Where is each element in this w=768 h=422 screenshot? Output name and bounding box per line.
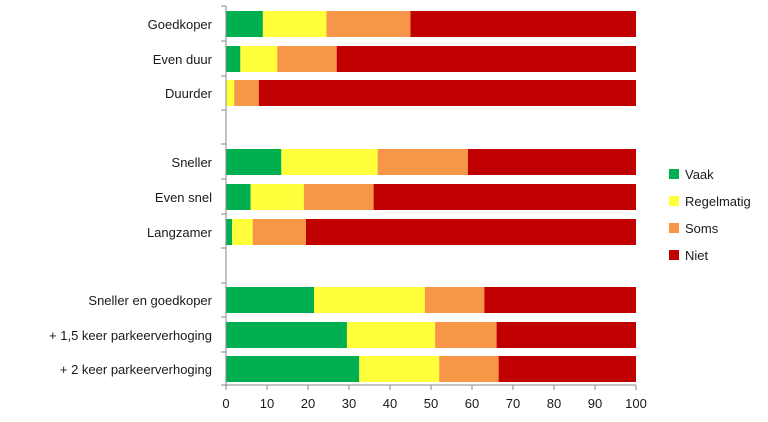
bar-segment-regelmatig	[226, 80, 235, 106]
x-tick-label: 70	[506, 396, 520, 411]
bar-segment-vaak	[226, 356, 360, 382]
legend-swatch-regelmatig	[669, 196, 679, 206]
category-label: Even snel	[155, 190, 212, 205]
bar-segment-soms	[234, 80, 259, 106]
x-tick-label: 10	[260, 396, 274, 411]
x-tick-label: 90	[588, 396, 602, 411]
bar-segment-vaak	[226, 287, 315, 313]
bar-segment-niet	[498, 356, 636, 382]
bar-segment-vaak	[226, 149, 282, 175]
legend: Vaak Regelmatig Soms Niet	[669, 167, 751, 263]
legend-label-niet: Niet	[685, 248, 709, 263]
bar-segment-vaak	[226, 46, 241, 72]
bar-segment-regelmatig	[314, 287, 425, 313]
legend-label-regelmatig: Regelmatig	[685, 194, 751, 209]
legend-swatch-vaak	[669, 169, 679, 179]
bar-segment-soms	[424, 287, 485, 313]
x-tick-label: 100	[625, 396, 647, 411]
bar-segment-niet	[373, 184, 636, 210]
bar-segment-vaak	[226, 219, 233, 245]
legend-label-soms: Soms	[685, 221, 719, 236]
category-label: Langzamer	[147, 225, 213, 240]
x-tick-label: 80	[547, 396, 561, 411]
bar-segment-regelmatig	[262, 11, 327, 37]
bar-segment-regelmatig	[359, 356, 440, 382]
x-tick-label: 50	[424, 396, 438, 411]
x-tick-label: 30	[342, 396, 356, 411]
legend-label-vaak: Vaak	[685, 167, 714, 182]
x-tick-label: 0	[222, 396, 229, 411]
bar-segment-regelmatig	[346, 322, 436, 348]
category-label: Even duur	[153, 52, 213, 67]
bars-layer	[226, 11, 636, 382]
x-tick-label: 60	[465, 396, 479, 411]
legend-swatch-soms	[669, 223, 679, 233]
bar-segment-vaak	[226, 322, 347, 348]
bar-segment-niet	[410, 11, 636, 37]
category-label: Sneller	[172, 155, 213, 170]
bar-segment-regelmatig	[250, 184, 304, 210]
bar-segment-vaak	[226, 184, 251, 210]
bar-segment-regelmatig	[240, 46, 278, 72]
legend-swatch-niet	[669, 250, 679, 260]
category-label: Sneller en goedkoper	[88, 293, 212, 308]
x-tick-label: 40	[383, 396, 397, 411]
bar-segment-niet	[467, 149, 636, 175]
axes-layer: Goedkoper Even duur Duurder Sneller Even sne…	[49, 5, 647, 411]
category-label: + 1,5 keer parkeerverhoging	[49, 328, 212, 343]
bar-segment-niet	[305, 219, 636, 245]
category-label: Goedkoper	[148, 17, 213, 32]
bar-segment-niet	[484, 287, 636, 313]
category-label: + 2 keer parkeerverhoging	[60, 362, 212, 377]
category-label: Duurder	[165, 86, 213, 101]
bar-segment-regelmatig	[281, 149, 378, 175]
bar-segment-vaak	[226, 11, 263, 37]
x-tick-label: 20	[301, 396, 315, 411]
bar-segment-soms	[435, 322, 497, 348]
bar-segment-soms	[277, 46, 337, 72]
bar-segment-soms	[377, 149, 468, 175]
bar-segment-soms	[303, 184, 374, 210]
bar-segment-regelmatig	[232, 219, 253, 245]
bar-segment-niet	[336, 46, 636, 72]
bar-segment-niet	[496, 322, 636, 348]
bar-segment-soms	[326, 11, 411, 37]
bar-segment-niet	[258, 80, 636, 106]
bar-segment-soms	[439, 356, 499, 382]
bar-segment-soms	[252, 219, 306, 245]
